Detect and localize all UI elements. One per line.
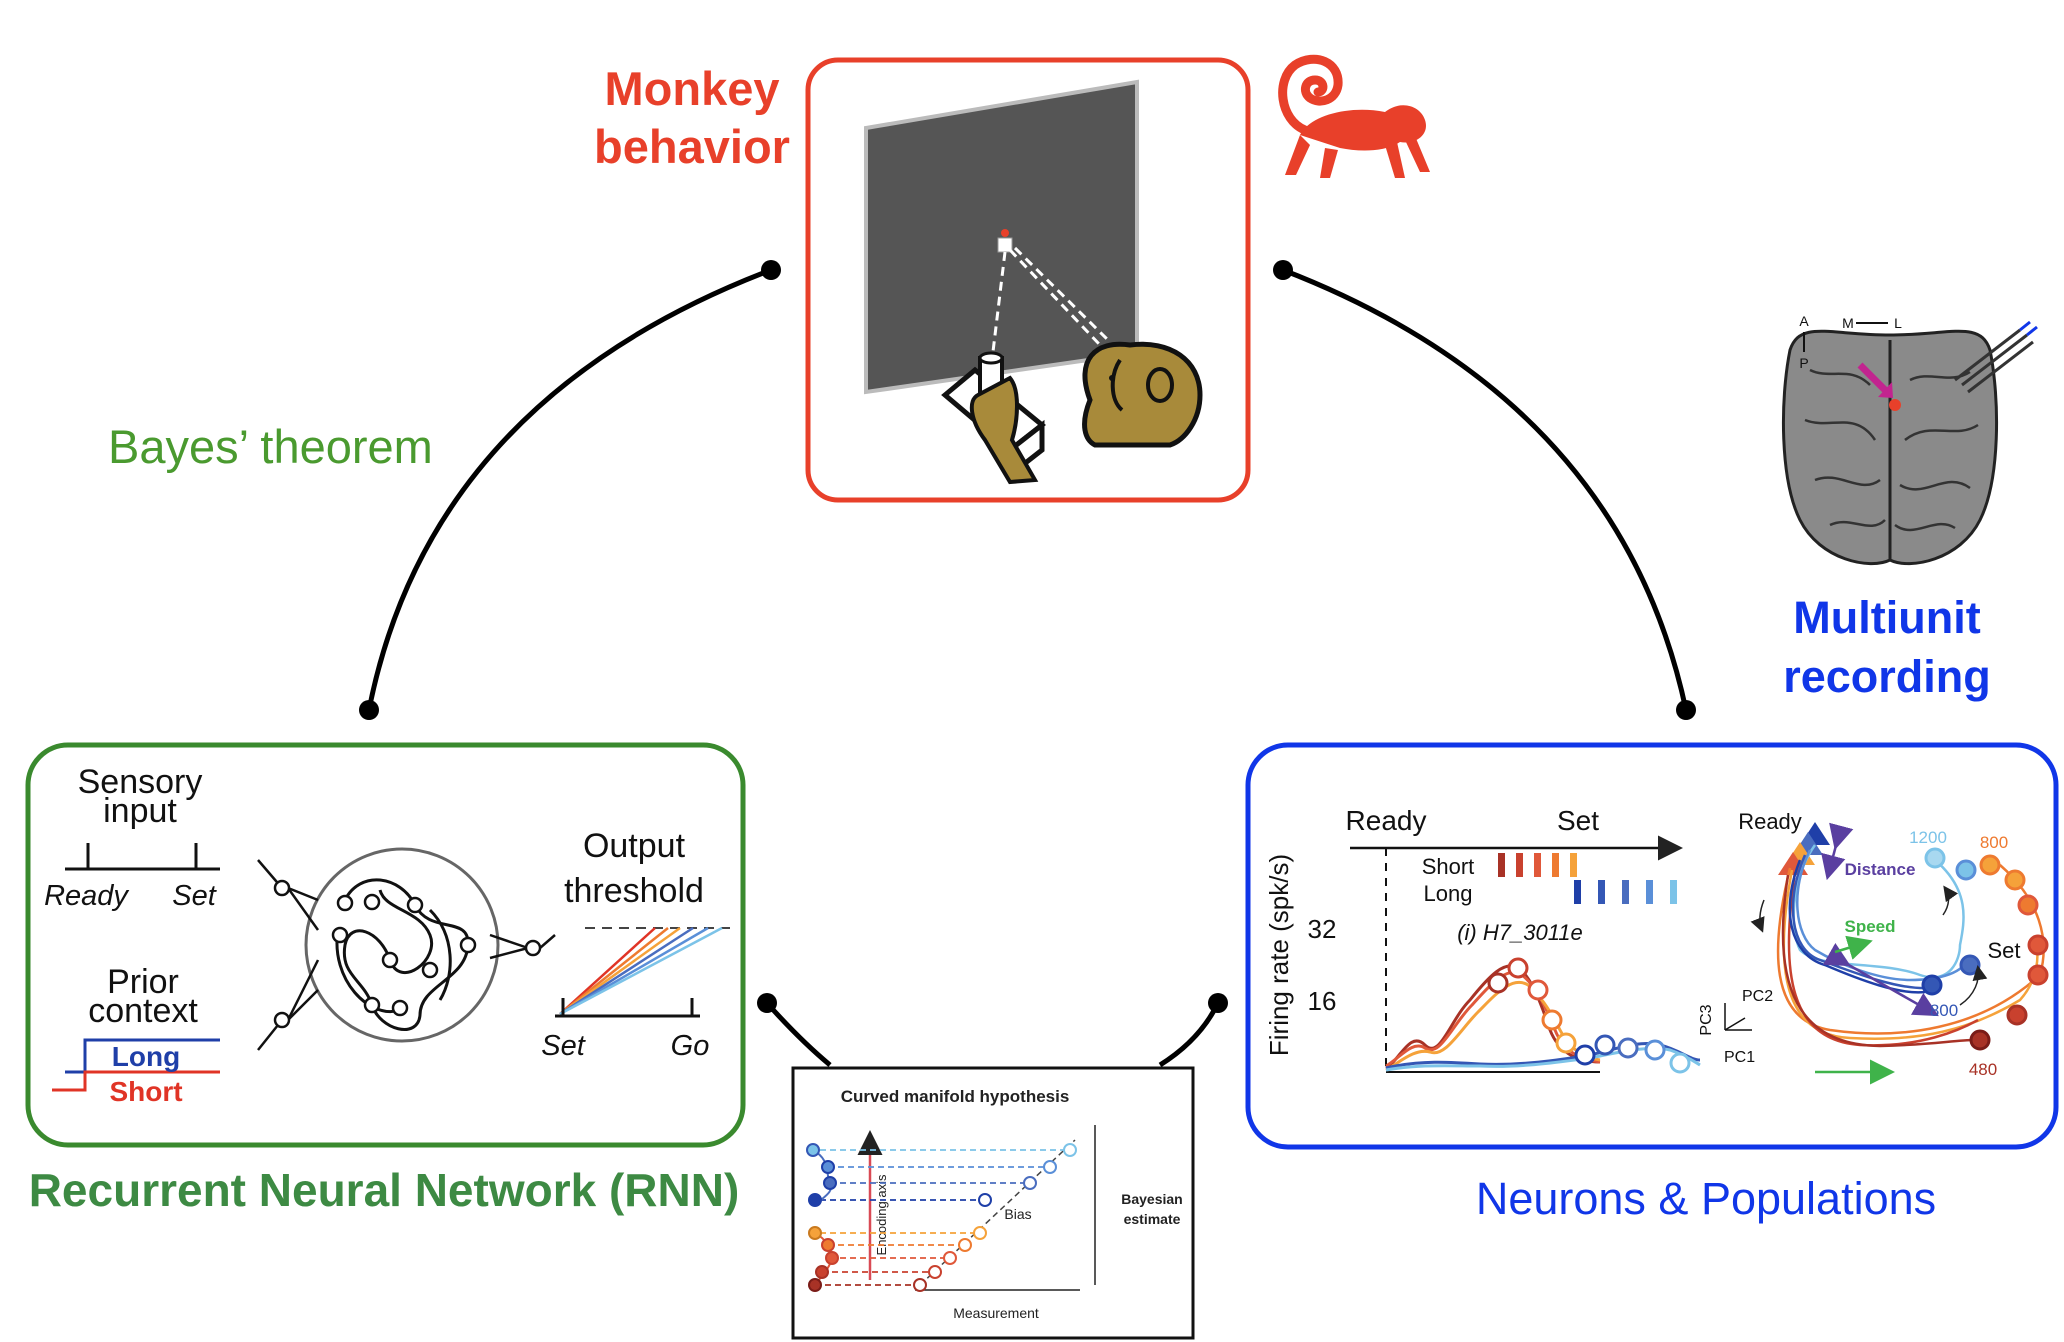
long-interval-bars [1574,880,1677,904]
arc-left-dot-top [761,260,781,280]
target-dot [1001,229,1009,237]
arc-right-dot-top [1273,260,1293,280]
rnn-network-icon [257,847,556,1051]
arc-left [366,267,772,711]
pc-axes [1724,1003,1752,1031]
rnn-set-label: Set [172,880,217,912]
arc-right [1282,267,1689,711]
neurons-box [1245,742,2059,1150]
distance-arrow [1821,822,1854,881]
sensory-input-line1: Sensory [78,763,203,801]
encoding-axis-label: Encoding axis [874,1174,889,1255]
rnn-box [25,742,746,1148]
long-label: Long [112,1041,180,1072]
short-label: Short [109,1076,182,1107]
pc3-label: PC3 [1698,1004,1715,1035]
psth-set-label: Set [1557,805,1599,836]
bayes-label: Bayes’ theorem [108,420,433,473]
behavior-title-line1: Monkey [605,62,780,115]
arc-right-dot-bottom [1676,700,1696,720]
distance-label: Distance [1845,860,1916,879]
output-set-label: Set [541,1030,586,1062]
arc-bottom-left-dot [757,993,777,1013]
neurons-section: Ready Set Short Long (i) H7_3011e Firing… [1245,742,2059,1224]
label-800-blue: 800 [1930,1001,1958,1020]
brain-icon [1781,320,2038,566]
rnn-ready-label: Ready [44,880,129,912]
output-ramps [559,926,723,1016]
arc-left-dot-bottom [359,700,379,720]
behavior-section: Monkey behavior [594,54,1430,503]
recording-title-line1: Multiunit [1793,592,1980,643]
monitor-screen [864,79,1139,395]
tick-16: 16 [1308,986,1337,1016]
output-threshold-line1: Output [583,827,686,865]
brain-axis-m: M [1842,315,1854,331]
manifold-dashed-lines [815,1149,1070,1286]
arc-bottom-right-dot [1208,993,1228,1013]
manifold-box [791,1066,1195,1340]
bayesian-estimate-line1: Bayesian [1121,1191,1182,1207]
psth-short-label: Short [1422,854,1475,879]
output-go-label: Go [671,1030,710,1062]
brain-axis-a: A [1799,313,1809,329]
manifold-title: Curved manifold hypothesis [841,1087,1070,1106]
label-1200: 1200 [1909,828,1947,847]
label-800-orange: 800 [1980,833,2008,852]
recording-title-line2: recording [1783,651,1991,702]
pc1-label: PC1 [1724,1049,1755,1066]
label-480: 480 [1969,1060,1997,1079]
pop-ready-label: Ready [1738,809,1802,834]
manifold-points [806,1143,1077,1292]
output-threshold-line2: threshold [564,872,704,910]
psth-long-label: Long [1424,881,1473,906]
psth-peak-markers [1487,957,1691,1074]
neurons-title: Neurons & Populations [1476,1173,1936,1224]
bias-label: Bias [1004,1206,1031,1222]
bayesian-estimate-line2: estimate [1124,1211,1181,1227]
behavior-box [805,57,1251,503]
behavior-title-line2: behavior [594,120,790,173]
rnn-title: Recurrent Neural Network (RNN) [29,1164,740,1216]
measurement-label: Measurement [953,1305,1039,1321]
psth-ready-label: Ready [1346,805,1427,836]
short-interval-bars [1498,853,1577,877]
firing-rate-axis: Firing rate (spk/s) [1264,854,1294,1056]
arc-bottom-right [1158,1001,1221,1068]
brain-axis-p: P [1799,355,1808,371]
pop-set-label: Set [1987,938,2020,963]
sensory-input-line2: input [103,792,177,830]
rnn-section: Sensory input Ready Set Prior context Lo… [25,742,746,1216]
monkey-silhouette-icon [1278,54,1430,178]
distance-arrow-long [1822,942,1939,1017]
recording-section: A P M L Multiunit recording [1781,313,2038,702]
monkey-head-icon [1082,341,1203,448]
tick-32: 32 [1308,914,1337,944]
joystick-hand-icon [941,351,1046,485]
pc2-label: PC2 [1742,988,1773,1005]
brain-axis-l: L [1894,315,1902,331]
connector-arcs [359,260,1696,1068]
cell-id-label: (i) H7_3011e [1457,920,1583,945]
manifold-panel: Curved manifold hypothesis Encoding axis… [791,1066,1195,1340]
fixation-target [997,237,1013,253]
prior-context-line2: context [88,992,198,1030]
arc-bottom-left [765,1001,832,1067]
prior-context-line1: Prior [107,963,179,1001]
speed-label: Speed [1844,917,1895,936]
